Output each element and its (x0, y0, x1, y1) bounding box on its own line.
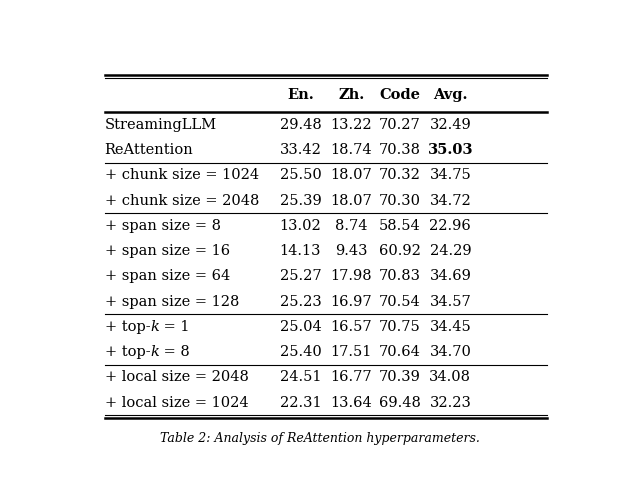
Text: 16.77: 16.77 (331, 370, 372, 384)
Text: 24.51: 24.51 (280, 370, 321, 384)
Text: 33.42: 33.42 (280, 143, 321, 157)
Text: Table 2: Analysis of ReAttention hyperparameters.: Table 2: Analysis of ReAttention hyperpa… (160, 432, 480, 445)
Text: Avg.: Avg. (433, 88, 467, 102)
Text: 25.27: 25.27 (280, 269, 321, 283)
Text: 16.97: 16.97 (331, 295, 372, 308)
Text: 35.03: 35.03 (427, 143, 473, 157)
Text: ReAttention: ReAttention (105, 143, 193, 157)
Text: 8.74: 8.74 (335, 219, 368, 233)
Text: 9.43: 9.43 (335, 244, 368, 258)
Text: 24.29: 24.29 (429, 244, 471, 258)
Text: 25.40: 25.40 (280, 345, 321, 359)
Text: + span size = 16: + span size = 16 (105, 244, 230, 258)
Text: Code: Code (379, 88, 420, 102)
Text: 34.72: 34.72 (429, 194, 471, 208)
Text: + chunk size = 2048: + chunk size = 2048 (105, 194, 259, 208)
Text: + local size = 2048: + local size = 2048 (105, 370, 248, 384)
Text: + top-: + top- (105, 345, 150, 359)
Text: k: k (150, 345, 159, 359)
Text: 13.02: 13.02 (280, 219, 321, 233)
Text: 18.07: 18.07 (330, 168, 372, 182)
Text: 13.22: 13.22 (331, 118, 372, 132)
Text: 32.23: 32.23 (429, 396, 471, 410)
Text: 60.92: 60.92 (379, 244, 421, 258)
Text: = 8: = 8 (159, 345, 190, 359)
Text: 58.54: 58.54 (379, 219, 421, 233)
Text: 22.96: 22.96 (429, 219, 471, 233)
Text: 34.45: 34.45 (429, 320, 471, 334)
Text: 17.51: 17.51 (331, 345, 372, 359)
Text: k: k (150, 320, 159, 334)
Text: 70.64: 70.64 (379, 345, 421, 359)
Text: 18.07: 18.07 (330, 194, 372, 208)
Text: 18.74: 18.74 (331, 143, 372, 157)
Text: 25.23: 25.23 (280, 295, 321, 308)
Text: 70.38: 70.38 (379, 143, 421, 157)
Text: 70.39: 70.39 (379, 370, 421, 384)
Text: 69.48: 69.48 (379, 396, 421, 410)
Text: 29.48: 29.48 (280, 118, 321, 132)
Text: 70.32: 70.32 (379, 168, 421, 182)
Text: 70.83: 70.83 (379, 269, 421, 283)
Text: 70.54: 70.54 (379, 295, 421, 308)
Text: + top-: + top- (105, 320, 150, 334)
Text: 25.50: 25.50 (280, 168, 321, 182)
Text: 25.39: 25.39 (280, 194, 321, 208)
Text: 25.04: 25.04 (280, 320, 321, 334)
Text: 13.64: 13.64 (330, 396, 372, 410)
Text: 16.57: 16.57 (331, 320, 372, 334)
Text: 14.13: 14.13 (280, 244, 321, 258)
Text: 70.30: 70.30 (379, 194, 421, 208)
Text: + span size = 64: + span size = 64 (105, 269, 230, 283)
Text: 17.98: 17.98 (331, 269, 372, 283)
Text: Zh.: Zh. (338, 88, 364, 102)
Text: = 1: = 1 (159, 320, 190, 334)
Text: StreamingLLM: StreamingLLM (105, 118, 217, 132)
Text: 34.70: 34.70 (429, 345, 471, 359)
Text: En.: En. (287, 88, 314, 102)
Text: + span size = 8: + span size = 8 (105, 219, 221, 233)
Text: + chunk size = 1024: + chunk size = 1024 (105, 168, 259, 182)
Text: 70.27: 70.27 (379, 118, 421, 132)
Text: 34.08: 34.08 (429, 370, 471, 384)
Text: 70.75: 70.75 (379, 320, 421, 334)
Text: 32.49: 32.49 (429, 118, 471, 132)
Text: 34.69: 34.69 (429, 269, 471, 283)
Text: 34.75: 34.75 (429, 168, 471, 182)
Text: 22.31: 22.31 (280, 396, 321, 410)
Text: + local size = 1024: + local size = 1024 (105, 396, 248, 410)
Text: 34.57: 34.57 (429, 295, 471, 308)
Text: + span size = 128: + span size = 128 (105, 295, 239, 308)
